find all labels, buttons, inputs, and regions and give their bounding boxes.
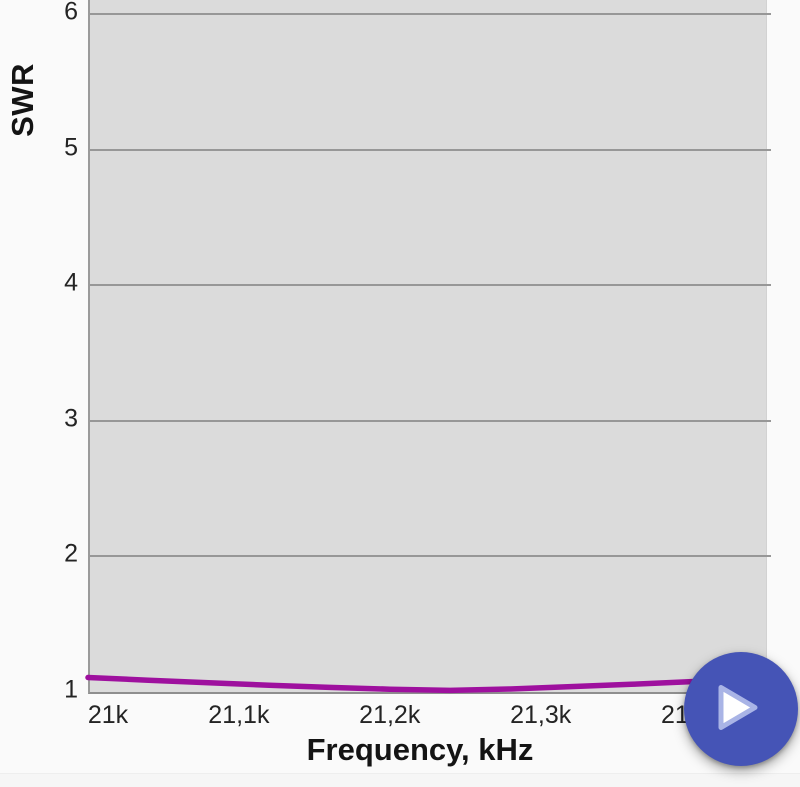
gridline-swr-2	[90, 555, 771, 558]
gridline-swr-5	[90, 148, 771, 151]
y-tick-label-2: 2	[64, 539, 78, 568]
bottom-strip	[0, 773, 800, 787]
gridline-swr-3	[90, 419, 771, 422]
play-icon	[718, 685, 758, 730]
gridline-swr-6	[90, 13, 771, 15]
y-tick-label-5: 5	[64, 133, 78, 162]
y-axis-title: SWR	[5, 63, 40, 137]
x-tick-label-21300: 21,3k	[510, 701, 572, 729]
x-tick-label-21100: 21,1k	[208, 701, 270, 729]
gridline-swr-4	[90, 284, 771, 287]
y-tick-label-6: 6	[64, 0, 78, 26]
x-tick-label-21200: 21,2k	[359, 701, 421, 729]
y-tick-label-4: 4	[64, 268, 78, 297]
chart-plot-area[interactable]	[88, 0, 767, 694]
y-tick-label-3: 3	[64, 404, 78, 433]
x-tick-label-21000: 21k	[87, 701, 129, 729]
start-measure-button[interactable]	[684, 652, 798, 766]
x-axis-title: Frequency, kHz	[306, 732, 534, 767]
y-tick-label-1: 1	[64, 675, 78, 704]
